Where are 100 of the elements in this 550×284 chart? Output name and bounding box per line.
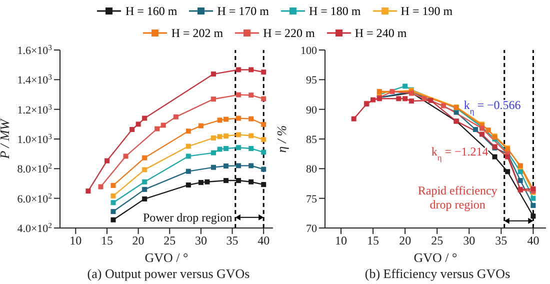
x-tick-label: 15 [367,234,380,248]
point [236,145,242,150]
y-tick-label: 1.0×10$^{3}$ [17,132,52,146]
point [224,134,229,139]
x-tick-label: 40 [258,234,270,248]
point [210,150,216,156]
x-tick-label: 10 [70,234,82,248]
point [518,178,523,184]
y-tick-label: 70 [306,223,318,235]
y-tick-label: 95 [306,74,318,87]
x-axis-title: GVO / ° [414,250,458,265]
point [217,118,222,123]
y-tick-label: 85 [306,134,318,146]
point [351,116,356,122]
point [186,144,191,149]
y-tick-label: 90 [306,104,318,116]
point [217,146,222,152]
point [248,179,254,184]
point [530,202,536,208]
x-tick-label: 10 [335,234,348,248]
point [248,116,254,122]
point [408,98,414,104]
point [123,154,128,159]
legend-label: H = 180 m [309,4,361,18]
point [261,166,266,172]
text: (a) Output power versus GVOs [86,266,251,282]
y-tick-label: 100 [300,45,318,57]
point [236,92,242,98]
point [136,122,141,127]
point [86,188,91,194]
point [261,137,266,142]
point [530,196,536,201]
point [104,158,110,164]
point [110,182,116,188]
point [441,103,446,108]
point [390,89,395,94]
point [236,67,242,72]
point [505,169,510,174]
point [486,128,491,133]
point [248,146,254,151]
point [217,134,222,140]
x-tick-label: 30 [194,234,207,248]
x-tick-label: 20 [132,234,144,248]
x-tick-label: 40 [527,234,540,248]
legend-label: H = 160 m [125,4,178,18]
point [422,96,427,102]
point [236,178,242,184]
point [402,84,408,89]
point [224,178,229,184]
point [370,97,376,102]
point [236,132,242,138]
point [204,179,210,184]
point [173,114,178,120]
y-tick-label: 80 [306,164,318,176]
annotation: Power drop region [142,210,232,225]
point [261,150,266,155]
point [261,182,266,188]
annotation: k$_{η}$ = −0.566 [464,98,521,116]
point [210,164,216,170]
y-tick-label: 1.4×10$^{3}$ [17,72,52,87]
point [248,133,254,138]
point [110,209,116,214]
point [160,122,166,128]
y-tick-label: 4.0×10$^{2}$ [17,220,52,235]
point [142,196,148,202]
point [186,182,191,188]
point [530,214,536,219]
point [186,128,191,134]
point [261,70,266,75]
x-axis-title: GVO / ° [144,250,188,265]
point [248,92,254,98]
point [248,163,254,168]
point [473,127,478,132]
point [198,123,204,128]
legend-label: H = 202 m [171,26,224,40]
point [142,167,148,172]
x-tick-label: 35 [495,234,508,248]
point [248,67,254,72]
y-axis-title: P / MW [0,118,12,160]
point [236,116,242,121]
point [110,193,116,198]
y-tick-label: 1.6×10$^{3}$ [17,42,52,57]
point [402,96,408,102]
x-tick-label: 25 [164,234,176,248]
x-tick-label: 25 [431,234,444,248]
x-tick-label: 20 [399,234,412,248]
x-tick-label: 15 [100,234,113,248]
point [142,186,148,192]
legend-label: H = 170 m [217,4,269,18]
y-tick-label: 8.0×10$^{2}$ [17,161,52,176]
point [186,154,191,159]
point [236,163,242,168]
point [224,116,229,122]
point [110,200,116,206]
x-tick-label: 35 [226,234,238,248]
point [505,154,510,160]
point [454,110,459,115]
y-tick-label: 75 [306,193,318,206]
y-axis-title: η / % [274,125,289,153]
point [224,163,229,168]
